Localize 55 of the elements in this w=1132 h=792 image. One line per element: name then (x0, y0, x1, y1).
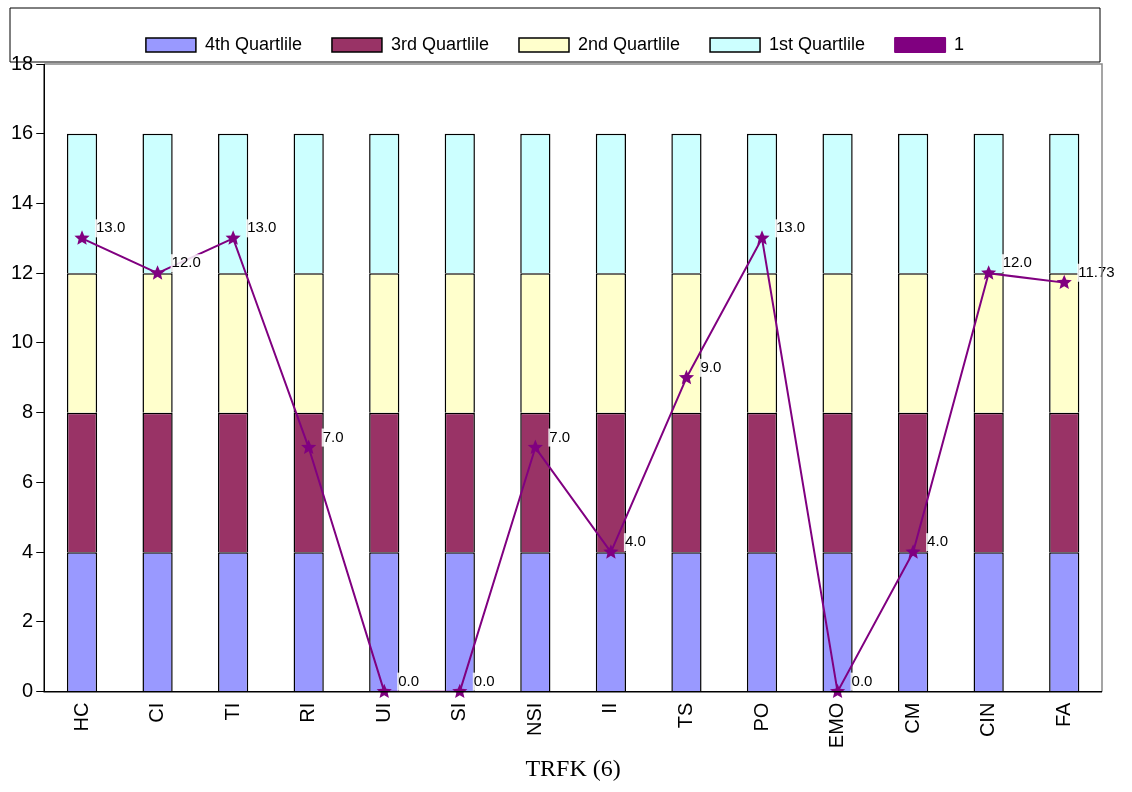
data-label: 12.0 (171, 253, 201, 271)
x-tick-label: RI (296, 702, 319, 723)
data-label: 13.0 (776, 218, 806, 236)
point (74, 230, 90, 245)
y-tick-label: 4 (22, 539, 34, 562)
data-label: 12.0 (1002, 253, 1032, 271)
y-tick-label: 12 (11, 260, 34, 283)
data-label: 9.0 (700, 357, 722, 375)
point (301, 439, 317, 455)
data-label: 13.0 (247, 218, 277, 236)
x-axis-title: TRFK (6) (525, 754, 621, 781)
y-tick-label: 10 (11, 330, 34, 353)
x-tick-label: TI (220, 702, 243, 721)
x-tick-label: CI (145, 702, 168, 723)
x-tick-label: CIN (976, 702, 999, 738)
x-tick-label: HC (69, 702, 92, 732)
x-tick-label: SI (447, 702, 470, 722)
point (754, 230, 770, 245)
data-label: 11.73 (1078, 262, 1115, 280)
legend-label: 4th Quartlile (204, 33, 302, 54)
x-tick-label: NSI (522, 702, 545, 736)
point (981, 265, 997, 280)
data-label: 4.0 (624, 532, 646, 550)
data-label: 13.0 (96, 218, 126, 236)
data-label: 7.0 (549, 427, 571, 445)
data-label: 7.0 (322, 427, 344, 445)
point (678, 369, 695, 385)
point (225, 230, 241, 245)
x-tick-label: CM (900, 702, 923, 734)
x-tick-label: II (598, 702, 621, 714)
x-tick-label: FA (1051, 701, 1074, 728)
point (603, 544, 619, 559)
y-tick-label: 6 (22, 469, 34, 492)
data-label: 0.0 (851, 671, 873, 689)
data-label: 0.0 (398, 671, 420, 689)
legend-label: 1 (954, 33, 965, 54)
legend-label: 3rd Quartlile (390, 33, 489, 54)
y-tick-label: 14 (11, 190, 34, 213)
legend-label: 1st Quartlile (769, 33, 866, 54)
y-tick-label: 0 (22, 679, 34, 702)
y-tick-label: 8 (22, 400, 34, 423)
x-tick-label: TS (673, 702, 696, 729)
point (1056, 274, 1072, 290)
x-tick-label: UI (371, 702, 394, 723)
y-tick-label: 2 (22, 609, 34, 632)
legend-label: 2nd Quartlile (577, 33, 681, 54)
point (905, 544, 921, 559)
data-label: 0.0 (473, 671, 495, 689)
x-tick-label: EMO (825, 702, 848, 749)
data-label: 4.0 (927, 532, 948, 550)
y-tick-label: 16 (11, 121, 34, 144)
point (149, 265, 166, 280)
x-tick-label: PO (749, 702, 772, 732)
point (527, 439, 543, 455)
y-tick-label: 18 (11, 51, 34, 74)
